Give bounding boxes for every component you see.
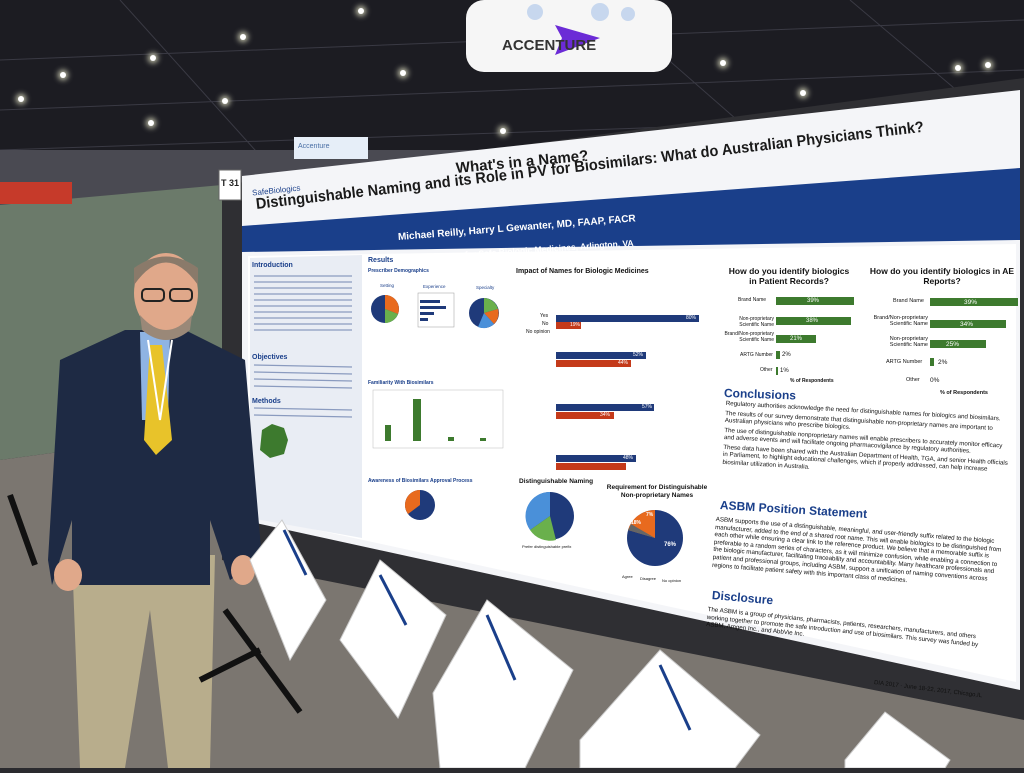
- presenter: [48, 253, 262, 768]
- requirement-legend-noopinion: No opinion: [662, 578, 682, 583]
- ae-bar-value-2: 25%: [946, 341, 960, 348]
- impact-1-noopinion-label: No opinion: [526, 329, 550, 335]
- section-results: Results: [368, 257, 394, 264]
- impact-2-yes-value: 52%: [633, 352, 644, 358]
- booth-number: T 31: [221, 178, 240, 188]
- section-awareness: Awareness of Biosimilars Approval Proces…: [368, 478, 473, 484]
- poster-header-band: [242, 168, 1020, 252]
- patient-records-bars: [776, 297, 854, 375]
- patient-bar-value-4: 1%: [780, 368, 789, 374]
- ae-bar-value-0: 39%: [964, 299, 978, 306]
- ae-bar-label-0: Brand Name: [893, 298, 924, 304]
- impact-1-yes-value: 80%: [686, 315, 697, 321]
- section-objectives: Objectives: [252, 354, 288, 361]
- requirement-legend-agree: Agree: [622, 574, 633, 579]
- ae-bar-label-1: Brand/Non-proprietary Scientific Name: [873, 315, 928, 327]
- section-familiarity: Familiarity With Biosimilars: [368, 380, 434, 386]
- accenture-logo: [555, 25, 600, 55]
- patient-bar-value-0: 39%: [807, 298, 820, 304]
- accenture-small-sign: Accenture: [298, 143, 330, 150]
- demographics-label-specialty: Specialty: [476, 285, 495, 290]
- patient-bar-value-3: 2%: [782, 352, 791, 358]
- ae-bar-label-2: Non-proprietary Scientific Name: [889, 336, 928, 348]
- impact-3-no-value: 34%: [600, 412, 611, 418]
- impact-1-no-label: No: [542, 321, 549, 327]
- section-impact: Impact of Names for Biologic Medicines: [516, 268, 649, 275]
- requirement-value-disagree: 18%: [631, 520, 642, 526]
- patient-bar-label-1: Non-proprietary Scientific Name: [739, 316, 774, 328]
- section-prescriber-demographics: Prescriber Demographics: [368, 268, 429, 274]
- ae-reports-question: How do you identify biologics in AE Repo…: [869, 266, 1015, 286]
- requirement-value-noopinion: 7%: [646, 512, 654, 518]
- ae-axis-label: % of Respondents: [940, 390, 988, 396]
- impact-bars: [556, 315, 699, 470]
- impact-4-no-value: 41%: [636, 463, 647, 469]
- ae-bar-value-3: 2%: [938, 359, 948, 366]
- requirement-legend-disagree: Disagree: [640, 576, 657, 581]
- section-distinguishable-naming: Distinguishable Naming: [519, 478, 594, 485]
- experience-chart: [417, 292, 455, 328]
- impact-2-no-value: 44%: [618, 360, 629, 366]
- patient-bar-label-4: Other: [760, 367, 773, 373]
- section-requirement: Requirement for Distinguishable Non-prop…: [606, 484, 708, 499]
- patient-bar-label-0: Brand Name: [738, 297, 767, 303]
- accenture-brand-text: ACCENTURE: [502, 37, 597, 54]
- ae-bar-value-1: 34%: [960, 321, 974, 328]
- ae-bar-label-4: Other: [906, 377, 920, 383]
- ae-bar-label-3: ARTG Number: [886, 359, 923, 365]
- patient-bar-label-2: Brand/Non-proprietary Scientific Name: [724, 331, 774, 343]
- impact-3-yes-value: 57%: [642, 404, 653, 410]
- poster-intro-column: [250, 255, 362, 538]
- patient-bar-label-3: ARTG Number: [740, 352, 773, 358]
- easel-stand: [7, 493, 303, 714]
- impact-1-no-value: 19%: [570, 322, 581, 328]
- patient-records-question: How do you identify biologics in Patient…: [728, 266, 850, 286]
- impact-1-yes-label: Yes: [540, 313, 549, 319]
- australia-map: [260, 424, 288, 458]
- patient-bar-value-2: 21%: [790, 336, 803, 342]
- impact-4-yes-value: 48%: [623, 455, 634, 461]
- demographics-label-experience: Experience: [423, 284, 446, 289]
- section-methods: Methods: [252, 398, 281, 405]
- requirement-value-agree: 76%: [664, 542, 677, 548]
- demographics-label-setting: Setting: [380, 283, 395, 288]
- section-introduction: Introduction: [252, 262, 293, 269]
- ae-reports-bars: [930, 298, 1018, 366]
- distinguishable-caption: Prefer distinguishable prefix: [522, 544, 572, 549]
- ae-bar-value-4: 0%: [930, 377, 940, 384]
- intro-text-lines: [253, 275, 353, 418]
- patient-axis-label: % of Respondents: [790, 378, 834, 384]
- patient-bar-value-1: 38%: [806, 318, 819, 324]
- handout-sheets: [249, 519, 951, 769]
